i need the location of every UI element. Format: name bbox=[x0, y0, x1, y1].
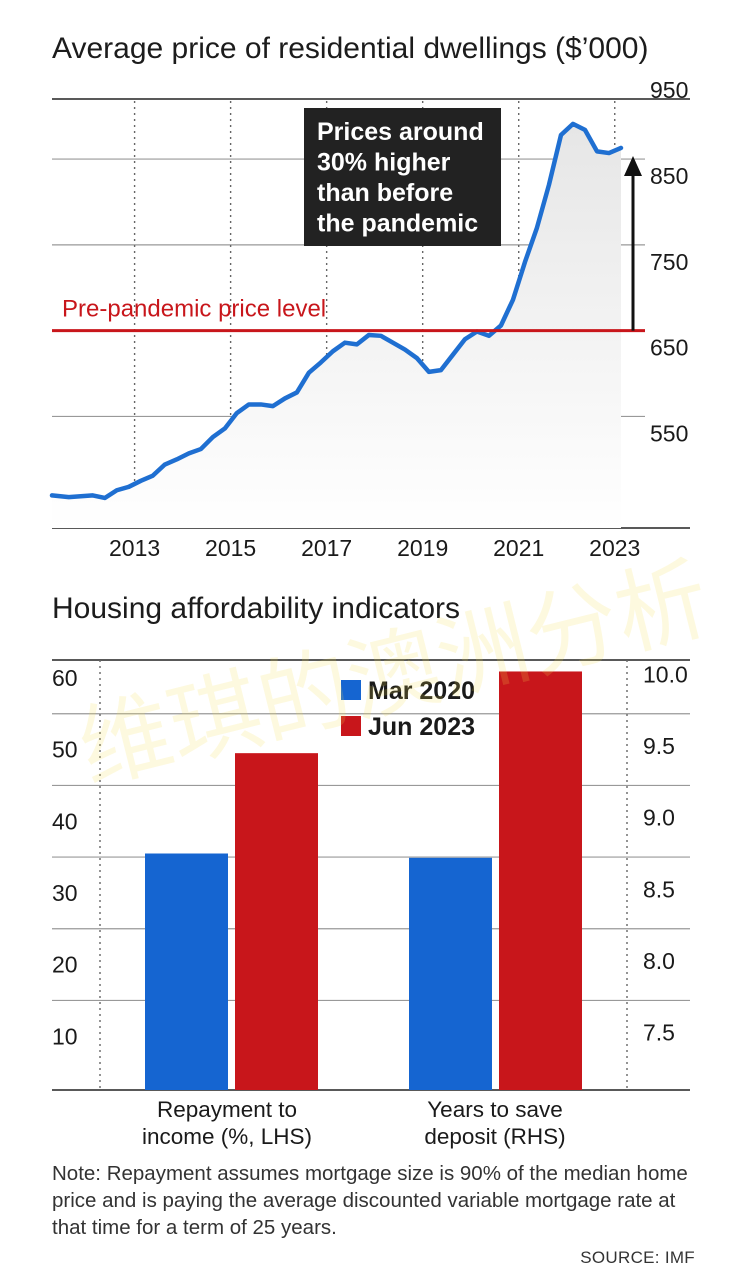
chart-title-price: Average price of residential dwellings (… bbox=[52, 32, 649, 65]
increase-arrow-head bbox=[624, 156, 642, 176]
chart-title-affordability: Housing affordability indicators bbox=[52, 592, 461, 625]
bar-mar-2020 bbox=[409, 857, 492, 1090]
right-y-tick-label: 7.5 bbox=[643, 1020, 675, 1046]
right-y-tick-label: 9.5 bbox=[643, 733, 675, 759]
footnote: Note: Repayment assumes mortgage size is… bbox=[52, 1162, 688, 1239]
legend-swatch bbox=[341, 680, 361, 700]
bar-jun-2023 bbox=[235, 753, 318, 1090]
bar-mar-2020 bbox=[145, 853, 228, 1090]
x-tick-label: 2021 bbox=[493, 535, 544, 561]
annotation-text-line: than before bbox=[317, 179, 453, 207]
x-tick-label: 2023 bbox=[589, 535, 640, 561]
affordability-bar-chart: 60 50 40 30 20 10 10.0 9.5 9.0 8.5 8.0 7.5 Repayment… bbox=[52, 659, 690, 1149]
reference-line-label: Pre-pandemic price level bbox=[62, 296, 326, 323]
right-y-tick-label: 9.0 bbox=[643, 805, 675, 831]
bar-jun-2023 bbox=[499, 671, 582, 1090]
legend-swatch bbox=[341, 716, 361, 736]
x-tick-label: 2015 bbox=[205, 535, 256, 561]
left-y-tick-label: 30 bbox=[52, 880, 78, 906]
category-label: Years to save bbox=[427, 1097, 563, 1122]
category-label: Repayment to bbox=[157, 1097, 297, 1122]
y-tick-label: 650 bbox=[650, 335, 688, 361]
legend-label: Jun 2023 bbox=[368, 713, 475, 741]
annotation-box bbox=[304, 108, 501, 246]
price-series-line bbox=[49, 121, 624, 501]
y-tick-label: 550 bbox=[650, 420, 688, 446]
annotation-text-line: the pandemic bbox=[317, 210, 478, 238]
right-y-tick-label: 10.0 bbox=[643, 661, 688, 687]
left-y-tick-label: 50 bbox=[52, 737, 78, 763]
source-label: SOURCE: IMF bbox=[580, 1248, 695, 1267]
legend-label: Mar 2020 bbox=[368, 677, 475, 705]
price-area-fill bbox=[52, 123, 621, 528]
category-label: deposit (RHS) bbox=[424, 1124, 565, 1149]
x-tick-label: 2019 bbox=[397, 535, 448, 561]
annotation-text-line: Prices around bbox=[317, 118, 484, 146]
left-y-tick-label: 10 bbox=[52, 1023, 78, 1049]
left-y-tick-label: 60 bbox=[52, 665, 78, 691]
left-y-tick-label: 20 bbox=[52, 952, 78, 978]
x-tick-label: 2017 bbox=[301, 535, 352, 561]
left-y-tick-label: 40 bbox=[52, 808, 78, 834]
annotation-text-line: 30% higher bbox=[317, 149, 451, 177]
y-tick-label: 750 bbox=[650, 249, 688, 275]
y-tick-label: 950 bbox=[650, 77, 688, 103]
category-label: income (%, LHS) bbox=[142, 1124, 312, 1149]
right-y-tick-label: 8.5 bbox=[643, 876, 675, 902]
right-y-tick-label: 8.0 bbox=[643, 948, 675, 974]
price-line-chart: 950 850 750 650 550 2013 2015 2017 2019 2021 2023 P… bbox=[49, 77, 690, 561]
y-tick-label: 850 bbox=[650, 163, 688, 189]
x-tick-label: 2013 bbox=[109, 535, 160, 561]
